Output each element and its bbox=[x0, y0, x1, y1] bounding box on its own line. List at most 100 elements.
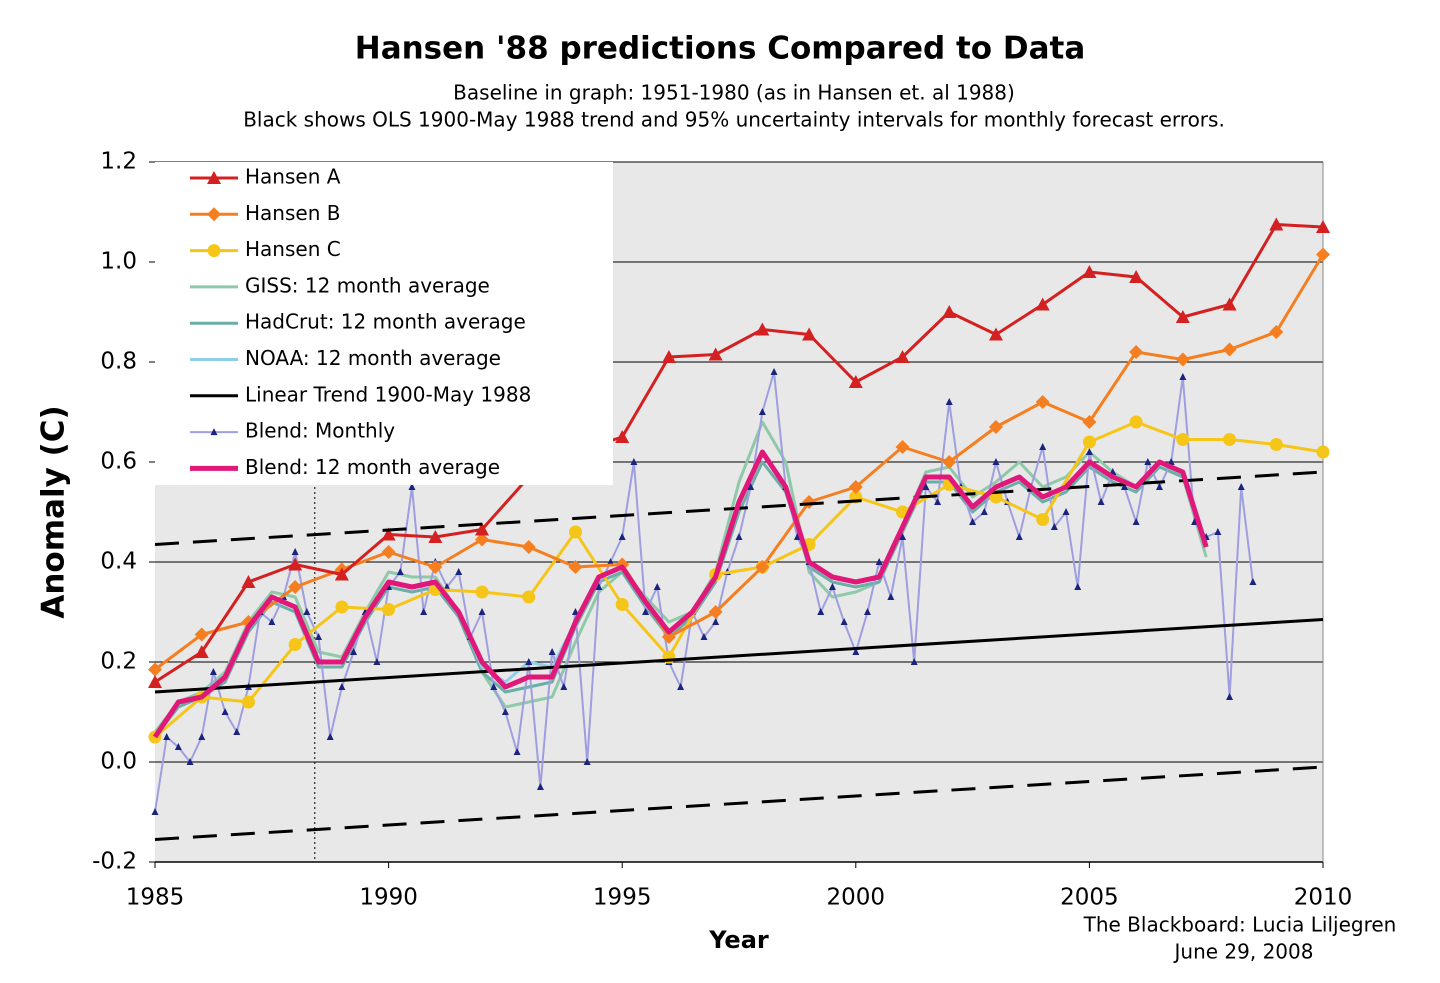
marker bbox=[303, 608, 311, 615]
marker bbox=[382, 603, 396, 616]
legend-label: Hansen C bbox=[245, 237, 341, 261]
marker bbox=[802, 327, 817, 341]
marker bbox=[922, 483, 930, 490]
marker bbox=[642, 608, 650, 615]
marker bbox=[677, 683, 685, 690]
marker bbox=[980, 508, 988, 515]
marker bbox=[207, 244, 221, 258]
marker bbox=[1222, 297, 1237, 311]
legend-label: Hansen B bbox=[245, 201, 340, 225]
marker bbox=[942, 305, 957, 318]
marker bbox=[428, 530, 443, 543]
marker bbox=[583, 758, 591, 765]
marker bbox=[712, 618, 720, 625]
marker bbox=[1129, 415, 1143, 429]
marker bbox=[1036, 513, 1050, 526]
marker bbox=[207, 207, 221, 222]
marker bbox=[1050, 523, 1058, 530]
marker bbox=[653, 583, 661, 590]
marker bbox=[1129, 345, 1144, 359]
marker bbox=[618, 533, 626, 540]
marker bbox=[548, 648, 556, 655]
marker bbox=[396, 568, 404, 575]
marker bbox=[992, 458, 1000, 465]
marker bbox=[848, 480, 863, 494]
legend-label: Linear Trend 1900-May 1988 bbox=[245, 382, 531, 406]
marker bbox=[755, 560, 770, 574]
marker bbox=[210, 428, 218, 436]
marker bbox=[174, 743, 182, 750]
marker bbox=[335, 600, 349, 614]
marker bbox=[381, 545, 396, 559]
marker bbox=[568, 525, 582, 539]
marker bbox=[828, 583, 836, 590]
marker bbox=[194, 627, 209, 642]
marker bbox=[326, 733, 334, 740]
marker bbox=[1269, 438, 1283, 451]
marker bbox=[1222, 342, 1237, 357]
marker bbox=[747, 483, 755, 490]
y-tick-label: 0.0 bbox=[100, 749, 137, 775]
chart-title: Hansen '88 predictions Compared to Data bbox=[355, 31, 1086, 67]
marker bbox=[420, 608, 428, 615]
x-tick-label: 1985 bbox=[126, 885, 185, 911]
marker bbox=[455, 568, 463, 575]
marker bbox=[288, 638, 302, 651]
marker bbox=[1144, 458, 1152, 465]
marker bbox=[443, 583, 451, 590]
marker bbox=[875, 558, 883, 565]
subtitle: Black shows OLS 1900-May 1988 trend and … bbox=[243, 108, 1225, 132]
marker bbox=[1085, 448, 1093, 455]
marker bbox=[1249, 578, 1257, 585]
marker bbox=[408, 483, 416, 490]
marker bbox=[291, 548, 299, 555]
y-tick-label: 0.4 bbox=[100, 549, 137, 575]
marker bbox=[1179, 373, 1187, 380]
marker bbox=[607, 558, 615, 565]
marker bbox=[209, 668, 217, 675]
series-line bbox=[153, 460, 1208, 738]
x-tick-label: 2005 bbox=[1060, 885, 1119, 911]
legend: Hansen A Hansen B Hansen C GISS: 12 month a… bbox=[155, 162, 613, 485]
marker bbox=[848, 375, 863, 388]
marker bbox=[1035, 395, 1050, 409]
y-tick-label: 0.2 bbox=[100, 649, 137, 675]
series-line bbox=[154, 420, 1324, 739]
marker bbox=[513, 748, 521, 755]
legend-label: Blend: 12 month average bbox=[245, 455, 500, 479]
marker bbox=[1237, 483, 1245, 490]
marker bbox=[163, 733, 171, 740]
marker bbox=[1214, 528, 1222, 535]
marker bbox=[630, 458, 638, 465]
marker bbox=[758, 408, 766, 415]
marker bbox=[1082, 435, 1096, 449]
credit: June 29, 2008 bbox=[1173, 940, 1314, 964]
marker bbox=[895, 350, 910, 363]
legend-label: NOAA: 12 month average bbox=[245, 346, 501, 370]
marker bbox=[735, 533, 743, 540]
marker bbox=[268, 618, 276, 625]
marker bbox=[1269, 217, 1284, 231]
marker bbox=[186, 758, 194, 765]
series-line bbox=[154, 765, 1324, 841]
marker bbox=[1082, 415, 1097, 429]
y-tick-label: 0.6 bbox=[100, 449, 137, 475]
marker bbox=[708, 347, 723, 361]
y-axis-label: Anomaly (C) bbox=[36, 405, 72, 618]
marker bbox=[1269, 325, 1284, 339]
marker bbox=[288, 557, 303, 571]
x-axis-label: Year bbox=[708, 926, 769, 954]
marker bbox=[934, 498, 942, 505]
marker bbox=[1175, 352, 1190, 367]
marker bbox=[1316, 445, 1330, 459]
marker bbox=[151, 808, 159, 815]
marker bbox=[942, 455, 957, 469]
y-tick-label: -0.2 bbox=[92, 849, 137, 875]
marker bbox=[334, 567, 349, 581]
marker bbox=[198, 733, 206, 740]
series-line bbox=[152, 449, 1209, 739]
y-tick-label: 0.8 bbox=[100, 349, 137, 375]
marker bbox=[1226, 693, 1234, 700]
marker bbox=[522, 590, 536, 604]
